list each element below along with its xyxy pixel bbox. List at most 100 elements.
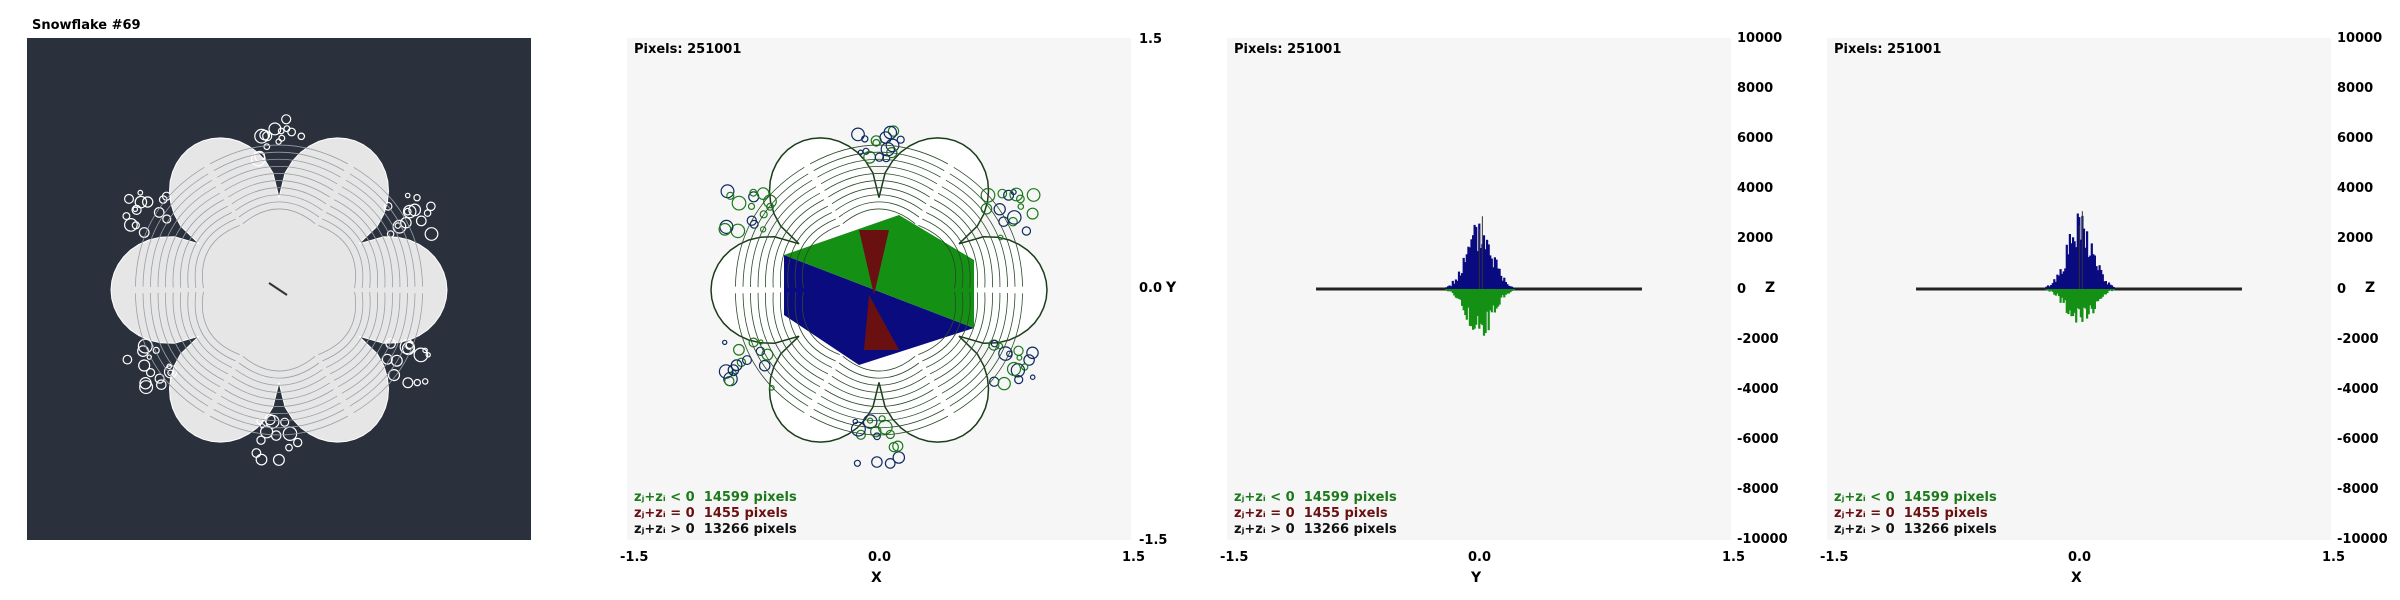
snowflake-contour (165, 192, 221, 288)
snowflake-curl (132, 206, 139, 213)
snowflake-curl (259, 423, 265, 429)
pixel-count-label: Pixels: 251001 (634, 42, 742, 57)
snowflake-contour (353, 293, 423, 414)
projection-contour (735, 293, 805, 414)
snowflake-curl (285, 443, 293, 452)
positive-bar (2076, 213, 2079, 289)
negative-bar (1445, 289, 1448, 291)
negative-bar (1454, 289, 1457, 298)
snowflake-contour (157, 186, 217, 288)
positive-bar (2053, 279, 2056, 289)
positive-bar (2056, 274, 2059, 289)
projection-curl (1006, 210, 1022, 225)
negative-bar (2092, 289, 2095, 314)
snowflake-curl (255, 453, 268, 466)
positive-bar (2070, 243, 2073, 289)
snowflake-curl (251, 448, 262, 458)
positive-bar (2107, 282, 2111, 289)
x-tick-label: 1.5 (1722, 550, 1746, 565)
negative-bar (1479, 289, 1482, 324)
positive-bar (1497, 268, 1500, 289)
z-tick-label: -4000 (2337, 381, 2379, 397)
projection-curl (892, 451, 906, 464)
snowflake-curl (256, 417, 264, 425)
projection-curl (851, 127, 865, 142)
positive-bar (1484, 249, 1487, 289)
negative-bar (1512, 289, 1515, 291)
snowflake-contour (235, 194, 323, 211)
projection-contour (835, 369, 923, 386)
snowflake-contour (202, 225, 240, 289)
snowflake-contour (345, 179, 408, 288)
positive-bar (2095, 266, 2098, 289)
projection-curl (882, 154, 891, 163)
negative-bar (1476, 289, 1479, 317)
positive-bar (1467, 246, 1470, 289)
projection-contour (953, 293, 1023, 414)
positive-bar (1511, 286, 1514, 289)
snowflake-curl (254, 128, 270, 144)
snowflake-contour (165, 292, 221, 388)
snowflake-curl (278, 134, 286, 142)
negative-bar (1489, 289, 1492, 311)
snowflake-curl (277, 127, 285, 135)
projection-curl (720, 184, 735, 199)
projection-contour (817, 402, 941, 422)
projection-contour (824, 173, 934, 191)
snowflake-curl (381, 353, 393, 365)
snowflake-contour (231, 187, 327, 205)
positive-bar (1487, 244, 1490, 289)
positive-bar (1489, 255, 1492, 289)
positive-bar (2089, 255, 2092, 289)
snowflake-curl (405, 341, 414, 350)
snowflake-contour (172, 199, 225, 288)
projection-contour (802, 291, 840, 355)
negative-bar (1475, 289, 1478, 325)
negative-bar (1493, 289, 1496, 313)
z-tick-label: -2000 (2337, 331, 2379, 347)
projection-curl (1023, 354, 1035, 366)
projection-curl (870, 425, 882, 438)
positive-bar (1490, 258, 1493, 289)
positive-bar (2092, 254, 2095, 289)
projection-contour (941, 292, 1001, 394)
positive-bar (1464, 262, 1467, 289)
negative-bar (2048, 289, 2051, 292)
projection-contour (937, 292, 993, 388)
pixel-count-label: Pixels: 251001 (1234, 42, 1342, 57)
z-tick-label: 4000 (1737, 181, 1774, 197)
negative-bar (1467, 289, 1470, 308)
positive-bar (2051, 283, 2054, 289)
projection-contour (929, 292, 979, 375)
projection-contour (835, 194, 923, 211)
snowflake-contour (318, 225, 356, 289)
projection-curl (1013, 345, 1024, 356)
pixel-count-label: Pixels: 251001 (1834, 42, 1942, 57)
projection-contour (817, 158, 941, 178)
negative-bar (2067, 289, 2070, 315)
z-tick-label: -8000 (1737, 481, 1779, 497)
projection-curl (719, 219, 734, 234)
legend-item-zero: zⱼ+zᵢ = 0 1455 pixels (1834, 506, 1988, 521)
negative-bar (1465, 289, 1468, 320)
projection-contour (941, 186, 1001, 288)
xz-histogram-plot (1916, 211, 2242, 323)
positive-bar (1453, 283, 1456, 289)
projection-contour (802, 225, 840, 289)
positive-bar (1479, 248, 1482, 289)
legend-item-zero: zⱼ+zᵢ = 0 1455 pixels (1234, 506, 1388, 521)
projection-curl (746, 215, 758, 226)
projection-curl (1029, 374, 1036, 381)
positive-bar (2104, 281, 2107, 289)
x-tick-label: -1.5 (1220, 550, 1249, 565)
projection-curl (718, 364, 734, 379)
snowflake-contour (235, 369, 323, 386)
z-tick-label: 6000 (2337, 131, 2374, 147)
snowflake-curl (387, 369, 401, 382)
projection-curl (874, 152, 885, 162)
snowflake-contour (318, 291, 356, 355)
positive-bar (2111, 285, 2114, 289)
positive-bar (2079, 239, 2082, 289)
projection-curl (1017, 203, 1025, 210)
snowflake-curl (139, 380, 154, 395)
